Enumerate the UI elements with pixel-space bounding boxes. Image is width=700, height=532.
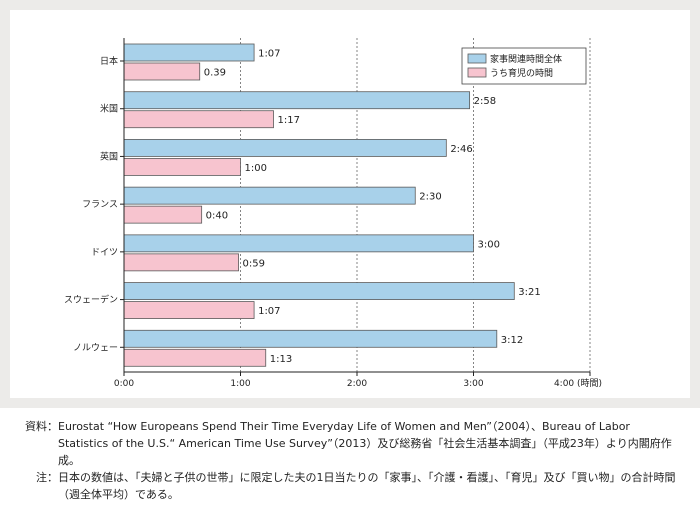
category-label: 米国 bbox=[100, 103, 118, 115]
remark-note-key: 注： bbox=[36, 471, 58, 484]
category-label: ドイツ bbox=[91, 248, 118, 258]
value-label: 0:40 bbox=[206, 211, 228, 222]
bar-childcare bbox=[123, 348, 267, 367]
value-label: 1:00 bbox=[245, 163, 267, 174]
source-note-text: Eurostat “How Europeans Spend Their Time… bbox=[58, 420, 672, 467]
value-label: 1:07 bbox=[258, 49, 280, 60]
value-label: 2:30 bbox=[419, 192, 441, 203]
value-label: 3:00 bbox=[478, 239, 500, 250]
legend-label: 家事関連時間全体 bbox=[490, 53, 562, 65]
remark-note: 注： 日本の数値は、「夫婦と子供の世帯」に限定した夫の1日当たりの「家事」、「介… bbox=[0, 469, 680, 503]
bar-childcare bbox=[123, 205, 203, 224]
x-tick-label: 1:00 bbox=[230, 379, 250, 389]
source-note: 資料： Eurostat “How Europeans Spend Their … bbox=[0, 418, 680, 469]
bar-childcare bbox=[123, 253, 239, 272]
category-label: フランス bbox=[82, 199, 118, 210]
bar-total-housework bbox=[123, 282, 515, 300]
value-label: 1:17 bbox=[278, 115, 300, 126]
value-label: 3:21 bbox=[518, 287, 540, 298]
source-note-key: 資料： bbox=[25, 420, 58, 433]
bar-childcare bbox=[123, 110, 274, 129]
category-label: ノルウェー bbox=[73, 342, 118, 353]
bar-total-housework bbox=[123, 186, 416, 205]
bar-childcare bbox=[123, 62, 201, 81]
chart-panel: 日本 1:07 0.39 米国 2:58 1:17 英国 2:46 1:00 フランス 2:30 0:… bbox=[0, 0, 700, 408]
bar-total-housework bbox=[123, 43, 255, 62]
legend-swatch bbox=[467, 67, 487, 78]
bar-total-housework bbox=[123, 139, 447, 157]
x-tick-label: 4:00 (時間) bbox=[554, 378, 602, 389]
bar-total-housework bbox=[123, 91, 471, 110]
bar-total-housework bbox=[123, 234, 474, 253]
bar-chart: 日本 1:07 0.39 米国 2:58 1:17 英国 2:46 1:00 フランス 2:30 0:… bbox=[64, 38, 602, 389]
value-label: 0:59 bbox=[243, 258, 265, 269]
bar-childcare bbox=[123, 301, 255, 319]
bar-childcare bbox=[123, 158, 241, 176]
remark-note-text: 日本の数値は、「夫婦と子供の世帯」に限定した夫の1日当たりの「家事」、「介護・看… bbox=[58, 471, 676, 501]
value-label: 2:46 bbox=[450, 144, 472, 155]
legend-label: うち育児の時間 bbox=[490, 67, 553, 79]
value-label: 2:58 bbox=[474, 96, 496, 107]
category-label: 英国 bbox=[100, 150, 118, 162]
x-tick-label: 2:00 bbox=[347, 379, 367, 389]
value-label: 1:13 bbox=[270, 354, 292, 365]
bar-total-housework bbox=[123, 329, 498, 348]
notes-section: 資料： Eurostat “How Europeans Spend Their … bbox=[0, 418, 700, 503]
x-tick-label: 0:00 bbox=[114, 379, 134, 389]
x-tick-label: 3:00 bbox=[463, 379, 483, 389]
category-label: スウェーデン bbox=[64, 294, 118, 306]
value-label: 0.39 bbox=[204, 68, 226, 79]
category-label: 日本 bbox=[100, 55, 118, 67]
legend-swatch bbox=[467, 53, 487, 64]
value-label: 1:07 bbox=[258, 306, 280, 317]
value-label: 3:12 bbox=[501, 335, 523, 346]
legend-box bbox=[461, 47, 587, 85]
